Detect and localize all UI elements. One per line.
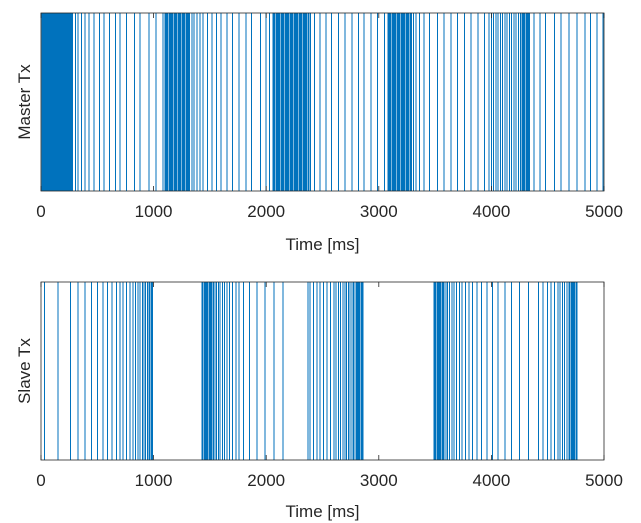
x-tick-label: 2000 [247,471,285,490]
master-tx-x-ticks: 0 1000 2000 3000 4000 5000 [36,13,623,221]
x-tick-label: 1000 [135,202,173,221]
x-tick-label: 0 [36,202,45,221]
x-tick-label: 3000 [360,471,398,490]
x-tick-label: 0 [36,471,45,490]
slave-tx-panel: 0 1000 2000 3000 4000 5000 Time [ms] Slave Tx [15,281,623,521]
slave-tx-y-axis-label: Slave Tx [15,338,34,404]
slave-tx-x-ticks: 0 1000 2000 3000 4000 5000 [36,282,623,490]
x-tick-label: 5000 [585,471,623,490]
x-tick-label: 1000 [135,471,173,490]
x-tick-label: 4000 [472,471,510,490]
master-tx-x-axis-label: Time [ms] [286,235,360,254]
master-tx-events [41,13,604,191]
master-tx-y-axis-label: Master Tx [15,64,34,140]
x-tick-label: 3000 [360,202,398,221]
slave-tx-x-axis-label: Time [ms] [286,502,360,521]
master-tx-plot-frame [40,12,605,192]
x-tick-label: 4000 [472,202,510,221]
slave-tx-events [43,282,578,460]
slave-tx-plot-frame [40,281,605,461]
x-tick-label: 2000 [247,202,285,221]
x-tick-label: 5000 [585,202,623,221]
master-tx-panel: 0 1000 2000 3000 4000 5000 Time [ms] Master T… [15,12,623,254]
